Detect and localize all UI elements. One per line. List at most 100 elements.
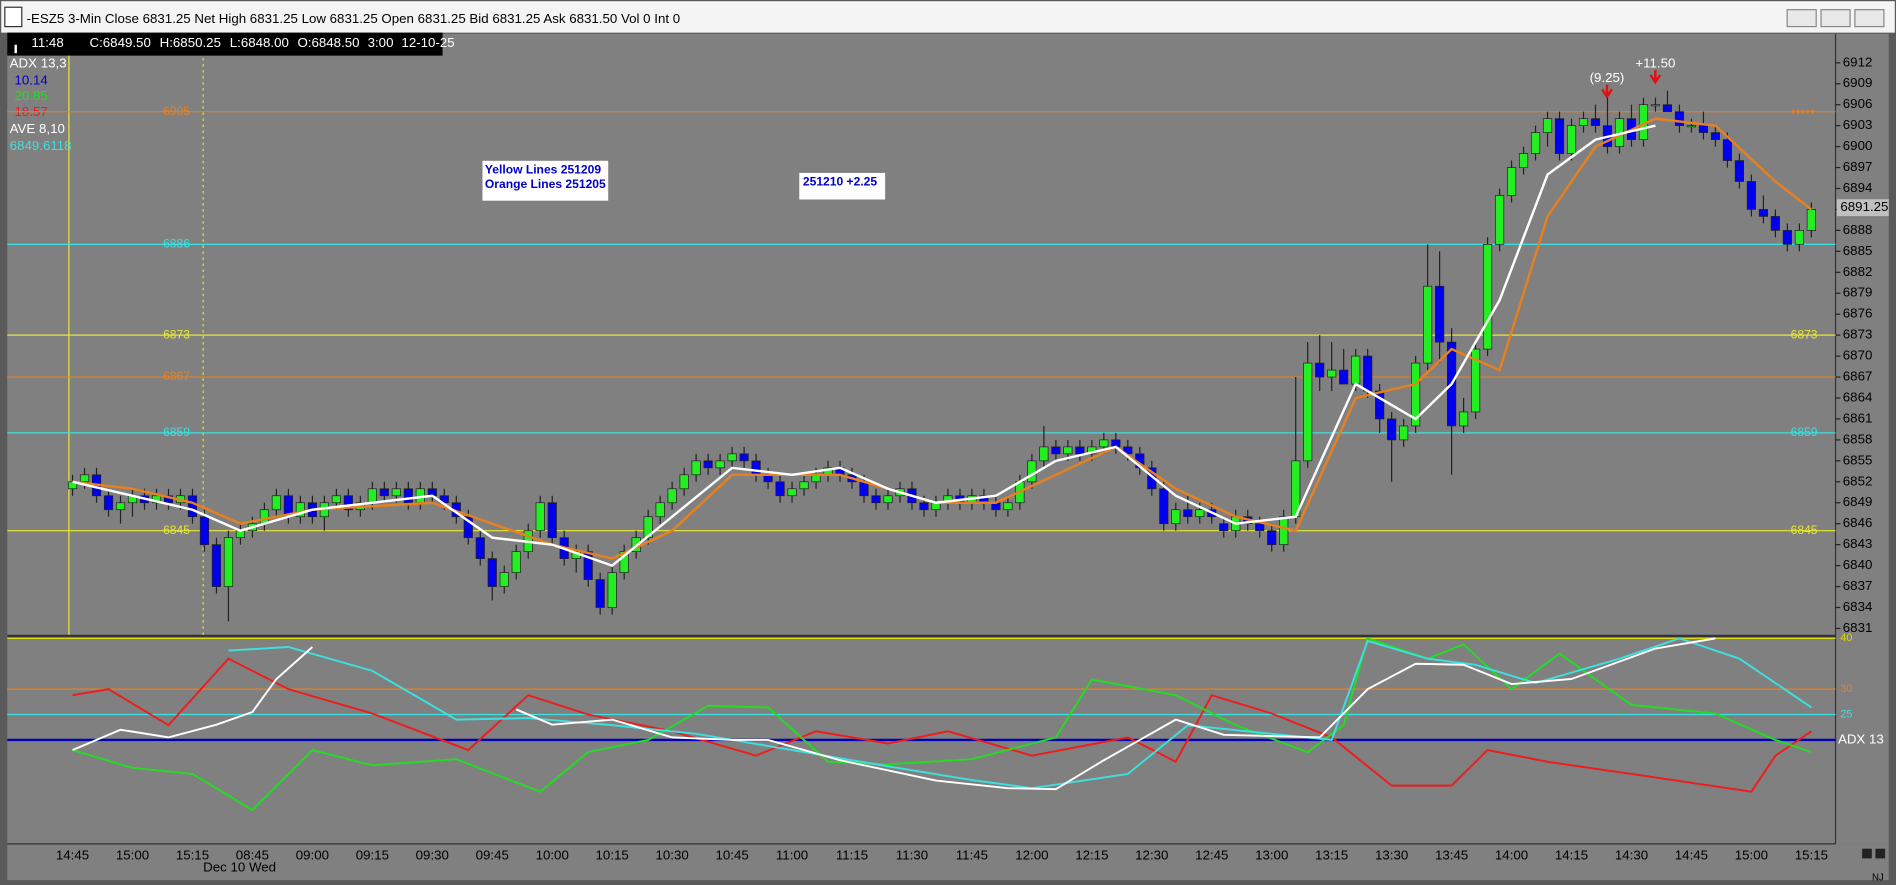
- candle-body: [691, 460, 701, 476]
- candle-body: [1470, 348, 1481, 413]
- y-tick-label: 6894: [1843, 180, 1873, 195]
- candle-body: [1027, 460, 1037, 483]
- candle-body: [883, 495, 893, 504]
- annotation: (9.25): [1590, 70, 1625, 85]
- maximize-button[interactable]: [1820, 9, 1851, 28]
- candle-body: [703, 460, 713, 469]
- y-tick-label: 6831: [1843, 620, 1873, 635]
- average-line: [72, 124, 1656, 567]
- window-title: -ESZ5 3-Min Close 6831.25 Net High 6831.…: [27, 11, 681, 26]
- candle-body: [775, 481, 785, 497]
- candle-body: [583, 551, 593, 580]
- candle-body: [1363, 355, 1373, 392]
- level-label: 6845: [163, 523, 190, 537]
- note-text: 251210 +2.25: [803, 175, 878, 189]
- candle-body: [487, 558, 497, 587]
- candle-body: [1003, 502, 1013, 511]
- candle-body: [79, 474, 90, 483]
- candle-body: [1435, 285, 1445, 343]
- x-tick-label: 10:00: [536, 847, 569, 862]
- level-label: 6873: [163, 327, 190, 341]
- candle-body: [1794, 230, 1804, 245]
- y-tick-label: 6870: [1843, 348, 1873, 363]
- y-tick-label: 6867: [1843, 369, 1873, 384]
- candle-body: [751, 460, 761, 476]
- candle-body: [1758, 209, 1768, 217]
- x-tick-label: 11:00: [776, 847, 808, 862]
- candle-body: [475, 537, 485, 559]
- candle-body: [511, 551, 521, 573]
- candle-body: [1554, 118, 1565, 154]
- last-price-box: [1836, 199, 1889, 217]
- candle-body: [103, 495, 114, 511]
- y-tick-label: 6864: [1843, 390, 1873, 405]
- level-label: 6873: [1791, 327, 1818, 341]
- candle-body: [1482, 243, 1493, 350]
- x-tick-label: 11:30: [896, 847, 928, 862]
- corner-label: NJ: [1872, 872, 1884, 883]
- note-box: [482, 160, 609, 201]
- candle-body: [67, 481, 78, 490]
- y-tick-label: 6861: [1843, 410, 1873, 425]
- y-tick-label: 6909: [1843, 75, 1873, 90]
- x-tick-label: 12:00: [1015, 847, 1048, 862]
- candle-body: [187, 495, 198, 518]
- candle-body: [1722, 139, 1733, 161]
- y-tick-label: 6906: [1843, 96, 1873, 111]
- x-tick-label: 14:00: [1495, 847, 1528, 862]
- arrow: [1601, 84, 1613, 99]
- annotation: +11.50: [1635, 56, 1675, 71]
- candle-body: [667, 488, 677, 504]
- candle-body: [607, 572, 617, 608]
- y-tick-label: 40: [1840, 632, 1852, 644]
- candle-body: [1674, 111, 1685, 127]
- x-tick-label: 15:15: [1795, 847, 1828, 862]
- info-text: O:6848.50: [297, 35, 359, 50]
- info-bar: [7, 32, 443, 56]
- y-tick-label: 6873: [1843, 327, 1873, 342]
- y-tick-label: 6912: [1843, 54, 1873, 69]
- minimize-button[interactable]: [1786, 9, 1817, 28]
- x-tick-label: 15:15: [176, 847, 209, 862]
- y-tick-label: 6879: [1843, 285, 1873, 300]
- candle-body: [1195, 509, 1205, 518]
- arrow: [1649, 70, 1662, 85]
- candle-body: [115, 502, 126, 511]
- candle-body: [463, 516, 473, 539]
- y-tick-label: 6837: [1843, 578, 1873, 593]
- indicator-line: [72, 657, 1812, 793]
- candle-body: [1566, 125, 1577, 154]
- candle-body: [1279, 516, 1289, 546]
- level-label: 6867: [163, 369, 190, 383]
- info-text: C:6849.50: [89, 35, 150, 50]
- x-tick-label: 13:30: [1375, 847, 1408, 862]
- candle-body: [1075, 446, 1085, 455]
- candle-body: [1423, 285, 1433, 364]
- candle-body: [1734, 160, 1745, 182]
- app-icon: [4, 6, 23, 28]
- legend-text: 10.14: [15, 73, 48, 88]
- close-button[interactable]: [1854, 9, 1885, 28]
- y-tick-label: 6897: [1843, 159, 1873, 174]
- level-label: 6886: [163, 237, 190, 251]
- legend-text: 6849.6118: [10, 138, 72, 153]
- legend-text: 20.85: [15, 88, 48, 103]
- candle-body: [1399, 425, 1409, 441]
- x-tick-label: 09:30: [416, 847, 449, 862]
- x-tick-label: 12:30: [1135, 847, 1168, 862]
- info-text: 3:00: [368, 35, 394, 50]
- y-tick-label: 6876: [1843, 306, 1873, 321]
- candle-body: [595, 579, 605, 608]
- legend-text: ADX 13,3: [10, 56, 67, 71]
- candle-body: [1051, 446, 1061, 455]
- candle-body: [1650, 104, 1661, 107]
- candle-body: [619, 551, 629, 573]
- y-tick-label: 6849: [1843, 494, 1873, 509]
- candle-body: [1710, 132, 1721, 140]
- candle-body: [1578, 118, 1589, 127]
- candle-body: [787, 488, 797, 497]
- note-box: [799, 172, 886, 200]
- candle-body: [391, 488, 401, 497]
- x-tick-label: 12:45: [1195, 847, 1228, 862]
